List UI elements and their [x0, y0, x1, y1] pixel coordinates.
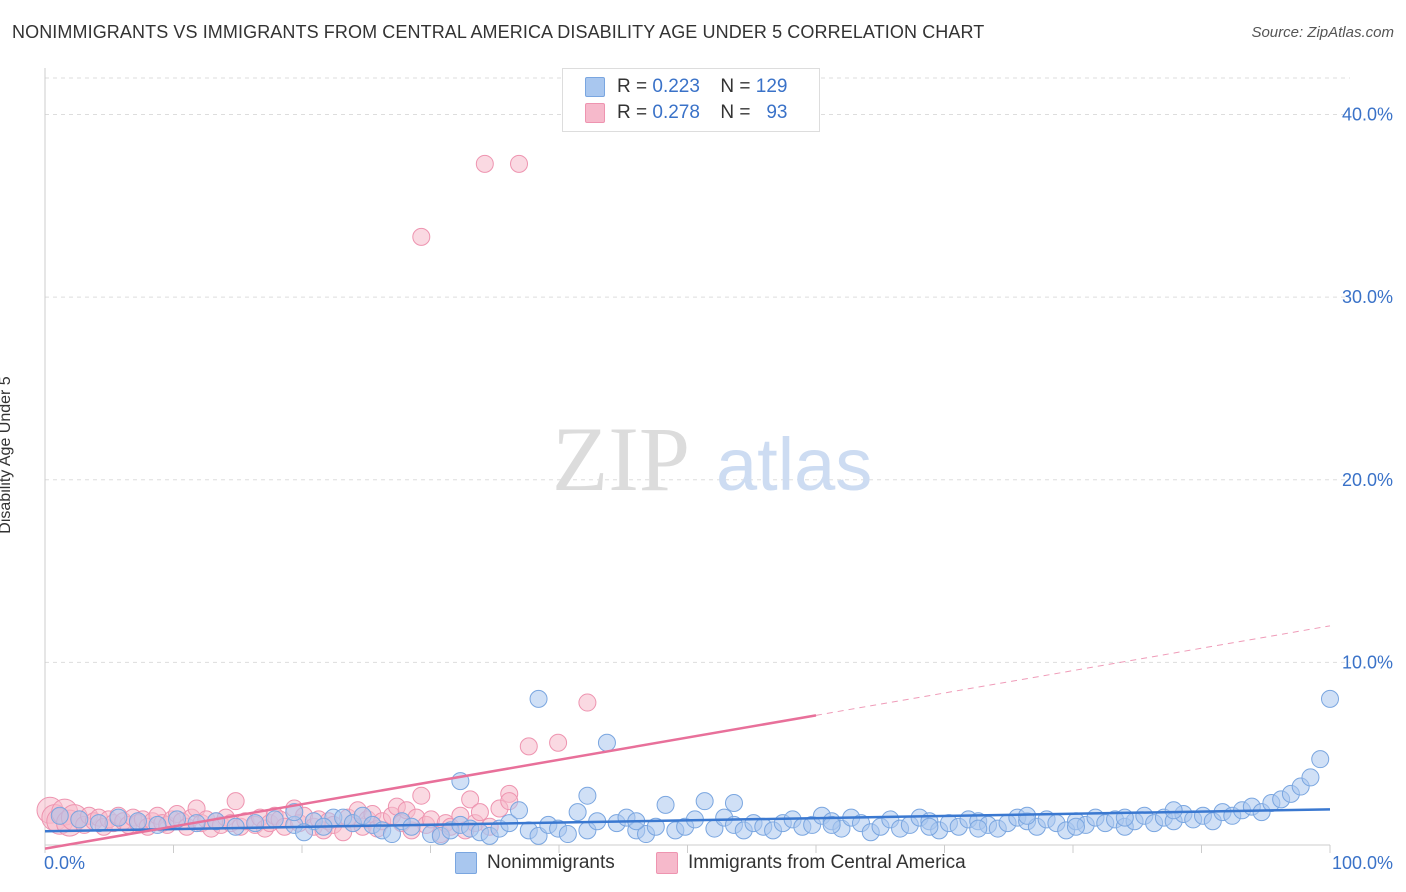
legend-n-value: 129: [755, 76, 788, 97]
legend-swatch-blue: [455, 852, 477, 874]
chart-source: Source: ZipAtlas.com: [1251, 24, 1394, 41]
immigrant-point: [470, 803, 489, 822]
nonimmigrant-point: [578, 786, 597, 805]
nonimmigrant-point: [128, 812, 147, 831]
series-immigrants-points: [36, 154, 597, 844]
x-tick-label-min: 0.0%: [44, 853, 85, 873]
nonimmigrant-point: [920, 817, 939, 836]
axes: [44, 68, 1331, 853]
immigrant-point: [519, 737, 538, 756]
nonimmigrant-point: [529, 689, 548, 708]
nonimmigrant-point: [1321, 689, 1339, 708]
series-legend: Nonimmigrants Immigrants from Central Am…: [0, 852, 1406, 878]
x-tick-label-max: 100.0%: [1332, 853, 1393, 873]
legend-r-label: R =: [617, 76, 648, 97]
legend-item-immigrants: Immigrants from Central America: [656, 852, 966, 874]
nonimmigrant-trend-line: [44, 808, 1331, 833]
series-nonimmigrants-points: [50, 689, 1339, 845]
nonimmigrant-point: [597, 733, 616, 752]
correlation-legend: R = 0.223 N = 129 R = 0.278 N = 93: [562, 68, 820, 132]
nonimmigrant-point: [568, 803, 587, 822]
legend-swatch-pink: [656, 852, 678, 874]
nonimmigrant-point: [1164, 801, 1183, 820]
y-tick-label-30: 30.0%: [1342, 287, 1393, 307]
y-tick-label-40: 40.0%: [1342, 105, 1393, 125]
chart-title: NONIMMIGRANTS VS IMMIGRANTS FROM CENTRAL…: [12, 22, 985, 42]
grid-lines: [45, 77, 1350, 663]
trend-lines: [44, 625, 1331, 850]
y-tick-label-20: 20.0%: [1342, 470, 1393, 490]
legend-swatch-blue: [585, 77, 605, 97]
immigrant-trend-line: [44, 714, 817, 850]
tick-labels: 10.0% 20.0% 30.0% 40.0% 0.0% 100.0%: [44, 105, 1393, 873]
legend-label-immigrants: Immigrants from Central America: [688, 852, 966, 873]
immigrant-point: [412, 227, 431, 246]
watermark: ZIP atlas: [552, 408, 872, 510]
nonimmigrant-point: [969, 819, 988, 838]
immigrant-point: [578, 693, 597, 712]
legend-n-label: N =: [720, 76, 751, 97]
legend-swatch-pink: [585, 103, 605, 123]
nonimmigrant-point: [1301, 768, 1320, 787]
nonimmigrant-point: [50, 806, 69, 825]
immigrant-point: [510, 154, 529, 173]
immigrant-point: [549, 733, 568, 752]
legend-item-nonimmigrants: Nonimmigrants: [455, 852, 615, 874]
legend-r-label: R =: [617, 102, 648, 123]
nonimmigrant-point: [285, 803, 304, 822]
nonimmigrant-point: [70, 810, 89, 829]
nonimmigrant-point: [1311, 750, 1330, 769]
immigrant-point: [226, 792, 245, 811]
immigrant-point: [461, 790, 480, 809]
legend-n-value: 93: [766, 102, 788, 123]
nonimmigrant-point: [109, 808, 128, 827]
immigrant-trend-extension: [815, 625, 1331, 716]
watermark-zip: ZIP: [552, 408, 690, 510]
watermark-atlas: atlas: [716, 423, 872, 506]
nonimmigrant-point: [558, 825, 577, 844]
nonimmigrant-point: [402, 817, 421, 836]
legend-r-value: 0.278: [652, 102, 700, 123]
nonimmigrant-point: [822, 815, 841, 834]
immigrant-point: [475, 154, 494, 173]
legend-row-immigrants: R = 0.278 N = 93: [585, 101, 787, 125]
nonimmigrant-point: [1066, 817, 1085, 836]
nonimmigrant-point: [724, 793, 743, 812]
legend-n-label: N =: [720, 102, 751, 123]
nonimmigrant-point: [695, 792, 714, 811]
y-tick-label-10: 10.0%: [1342, 652, 1393, 672]
legend-label-nonimmigrants: Nonimmigrants: [487, 852, 615, 873]
nonimmigrant-point: [656, 795, 675, 814]
nonimmigrant-point: [265, 810, 284, 829]
nonimmigrant-point: [510, 801, 529, 820]
legend-row-nonimmigrants: R = 0.223 N = 129: [585, 75, 787, 99]
legend-r-value: 0.223: [652, 76, 700, 97]
immigrant-point: [412, 786, 431, 805]
nonimmigrant-point: [646, 817, 665, 836]
